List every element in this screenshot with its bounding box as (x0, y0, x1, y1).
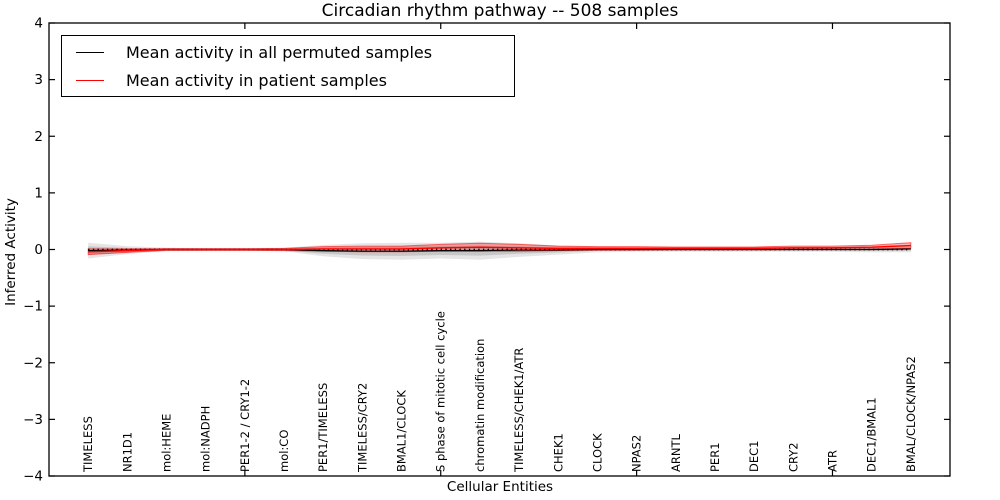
entity-label: TIMELESS (81, 416, 95, 473)
entity-label: NPAS2 (630, 435, 644, 472)
legend-label-permuted: Mean activity in all permuted samples (126, 42, 433, 62)
black-line-swatch (76, 51, 104, 53)
entity-label: PER1 (708, 442, 722, 472)
entity-label: mol:NADPH (199, 406, 213, 472)
entity-label: mol:HEME (160, 414, 174, 472)
entity-label: PER1-2 / CRY1-2 (238, 379, 252, 472)
y-axis-label: Inferred Activity (3, 198, 19, 306)
y-tick-label: −1 (23, 299, 43, 315)
legend-label-patient: Mean activity in patient samples (126, 70, 387, 90)
y-tick-label: 0 (34, 242, 43, 258)
y-tick-label: 2 (34, 129, 43, 145)
entity-label: mol:CO (277, 430, 291, 472)
entity-label: CRY2 (786, 442, 800, 472)
x-axis-label: Cellular Entities (446, 479, 554, 495)
entity-label: BMAL1/CLOCK (395, 390, 409, 472)
chart-title: Circadian rhythm pathway -- 508 samples (321, 1, 679, 21)
entity-label: TIMELESS/CHEK1/ATR (512, 348, 526, 473)
entity-label: TIMELESS/CRY2 (355, 383, 369, 473)
entity-label: ARNTL (669, 434, 683, 472)
entity-label: CHEK1 (551, 433, 565, 472)
entity-label: BMAL/CLOCK/NPAS2 (904, 356, 918, 472)
y-tick-label: 3 (34, 72, 43, 88)
entity-label: chromatin modification (473, 339, 487, 472)
entity-label: S phase of mitotic cell cycle (434, 311, 448, 472)
y-tick-label: 1 (34, 185, 43, 201)
y-tick-label: −3 (23, 412, 43, 428)
legend-entry-permuted: Mean activity in all permuted samples (62, 39, 514, 65)
entity-label: DEC1 (747, 441, 761, 472)
entity-label: NR1D1 (120, 432, 134, 472)
red-line-swatch (76, 79, 104, 81)
entity-label: PER1/TIMELESS (316, 383, 330, 472)
y-tick-label: −4 (23, 469, 43, 485)
patient-mean-line (88, 244, 911, 253)
y-tick-label: −2 (23, 355, 43, 371)
entity-label: DEC1/BMAL1 (865, 397, 879, 472)
entity-label: CLOCK (590, 433, 604, 472)
legend-entry-patient: Mean activity in patient samples (62, 67, 514, 93)
entity-label: ATR (825, 450, 839, 472)
y-tick-label: 4 (34, 16, 43, 32)
legend-box: Mean activity in all permuted samples Me… (61, 35, 515, 97)
